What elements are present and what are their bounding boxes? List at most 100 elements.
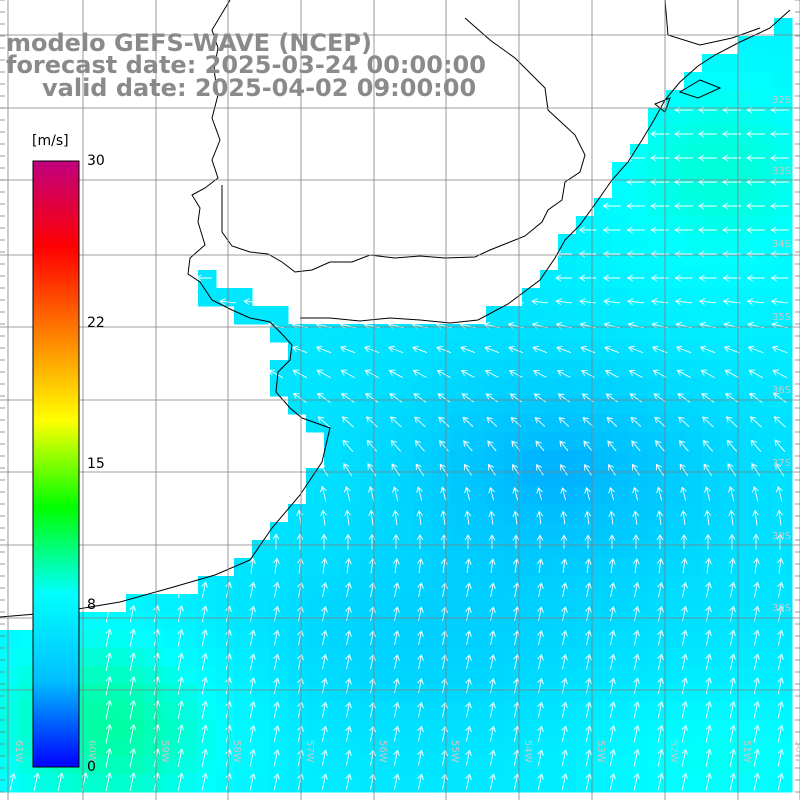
speed-cell (216, 648, 235, 667)
speed-cell (90, 702, 109, 721)
speed-cell (576, 756, 595, 775)
speed-cell (360, 756, 379, 775)
wind-arrow (437, 393, 451, 403)
speed-cell (360, 522, 379, 541)
wind-arrow (368, 486, 375, 502)
speed-cell (702, 594, 721, 613)
wind-arrow (249, 557, 256, 574)
wind-arrow (321, 653, 328, 670)
speed-cell (288, 576, 307, 595)
wind-arrow (629, 393, 643, 403)
wind-arrow (559, 440, 569, 452)
speed-cell (684, 648, 703, 667)
wind-arrow (317, 393, 331, 403)
speed-cell (252, 594, 271, 613)
speed-cell (270, 306, 289, 325)
speed-cell (630, 450, 649, 469)
wind-arrow (341, 393, 355, 403)
longitude-label: 59W (159, 740, 170, 763)
speed-cell (450, 576, 469, 595)
speed-cell (468, 612, 487, 631)
wind-arrow (465, 630, 472, 645)
speed-cell (612, 522, 631, 541)
wind-arrow (746, 202, 765, 210)
wind-arrow (650, 298, 669, 305)
speed-cell (342, 378, 361, 397)
wind-arrow (770, 226, 789, 234)
speed-cell (126, 684, 145, 703)
speed-cell (288, 360, 307, 379)
speed-cell (144, 612, 163, 631)
speed-cell (558, 288, 577, 307)
speed-cell (756, 360, 775, 379)
speed-cell (684, 720, 703, 739)
wind-arrow (392, 486, 399, 502)
wind-arrow (413, 393, 427, 403)
speed-cell (774, 594, 793, 613)
wind-arrow (485, 393, 498, 403)
speed-cell (558, 378, 577, 397)
speed-cell (0, 648, 19, 667)
wind-arrow (602, 274, 621, 282)
speed-cell (162, 630, 181, 649)
wind-arrow (105, 699, 113, 720)
speed-cell (720, 720, 739, 739)
wind-arrow (633, 629, 640, 646)
wind-arrow (393, 606, 400, 621)
wind-arrow (561, 725, 568, 742)
wind-arrow (650, 154, 669, 162)
wind-arrow (292, 369, 308, 379)
wind-arrow (681, 748, 689, 767)
coastline-path (221, 17, 586, 273)
wind-arrow (560, 558, 568, 573)
speed-cell (288, 684, 307, 703)
speed-cell (630, 666, 649, 685)
speed-cell (648, 144, 667, 163)
speed-cell (774, 252, 793, 271)
speed-cell (648, 594, 667, 613)
wind-arrow (414, 416, 426, 428)
speed-cell (198, 666, 217, 685)
wind-arrow (321, 773, 328, 790)
speed-cell (648, 738, 667, 757)
forecast-date: forecast date: 2025-03-24 00:00:00 (6, 51, 486, 79)
wind-arrow (489, 677, 496, 694)
speed-cell (558, 576, 577, 595)
speed-cell (324, 774, 343, 793)
speed-cell (468, 756, 487, 775)
speed-cell (774, 396, 793, 415)
wind-arrow (105, 675, 113, 696)
speed-cell (756, 774, 775, 793)
speed-cell (522, 630, 541, 649)
speed-cell (720, 774, 739, 793)
speed-cell (684, 360, 703, 379)
speed-cell (666, 180, 685, 199)
wind-arrow (729, 581, 736, 598)
wind-arrow (534, 416, 546, 427)
speed-cell (576, 612, 595, 631)
wind-arrow (345, 606, 352, 622)
speed-cell (252, 612, 271, 631)
wind-arrow (729, 629, 736, 646)
speed-cell (504, 342, 523, 361)
speed-cell (252, 774, 271, 793)
wind-arrow (656, 510, 664, 525)
speed-cell (432, 468, 451, 487)
speed-cell (324, 414, 343, 433)
speed-cell (0, 684, 19, 703)
wind-arrow (129, 747, 137, 768)
speed-cell (504, 648, 523, 667)
speed-cell (648, 216, 667, 235)
speed-cell (360, 504, 379, 523)
speed-cell (288, 504, 307, 523)
speed-cell (720, 702, 739, 721)
wind-arrow (561, 606, 568, 622)
speed-cell (216, 756, 235, 775)
speed-cell (468, 342, 487, 361)
wind-arrow (243, 298, 260, 306)
wind-arrow (321, 581, 328, 598)
speed-cell (324, 612, 343, 631)
speed-cell (486, 684, 505, 703)
speed-cell (684, 666, 703, 685)
